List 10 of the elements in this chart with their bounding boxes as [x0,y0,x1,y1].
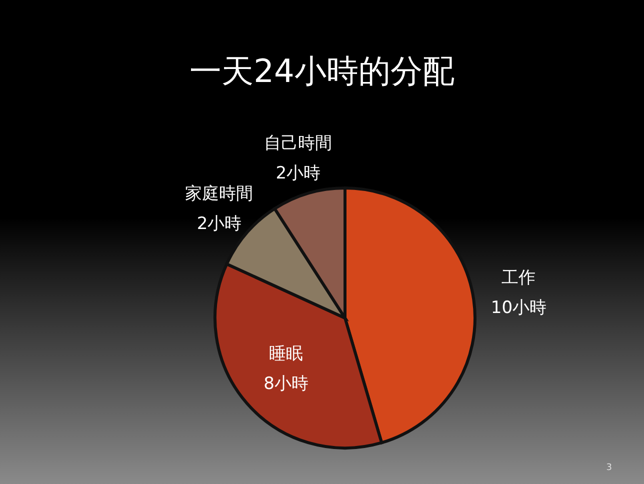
chart-title: 一天24小時的分配 [190,52,454,90]
data-label: 2小時 [276,163,321,184]
slice-label: 家庭時間 [185,184,254,204]
slice-label: 自己時間 [264,133,332,154]
data-label: 2小時 [196,214,242,234]
data-label: 8小時 [264,374,308,394]
slice-label: 工作 [502,268,536,288]
text: 3 [606,463,612,473]
slice-label: 睡眠 [269,344,304,364]
data-label: 10小時 [490,298,547,318]
